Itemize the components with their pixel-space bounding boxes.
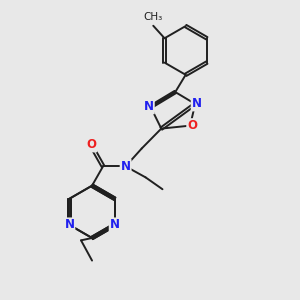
Text: N: N [64, 218, 74, 231]
Text: N: N [192, 98, 202, 110]
Text: N: N [121, 160, 130, 173]
Text: O: O [187, 119, 197, 132]
Text: O: O [86, 138, 96, 152]
Text: CH₃: CH₃ [144, 12, 163, 22]
Text: N: N [110, 218, 120, 231]
Text: N: N [144, 100, 154, 113]
